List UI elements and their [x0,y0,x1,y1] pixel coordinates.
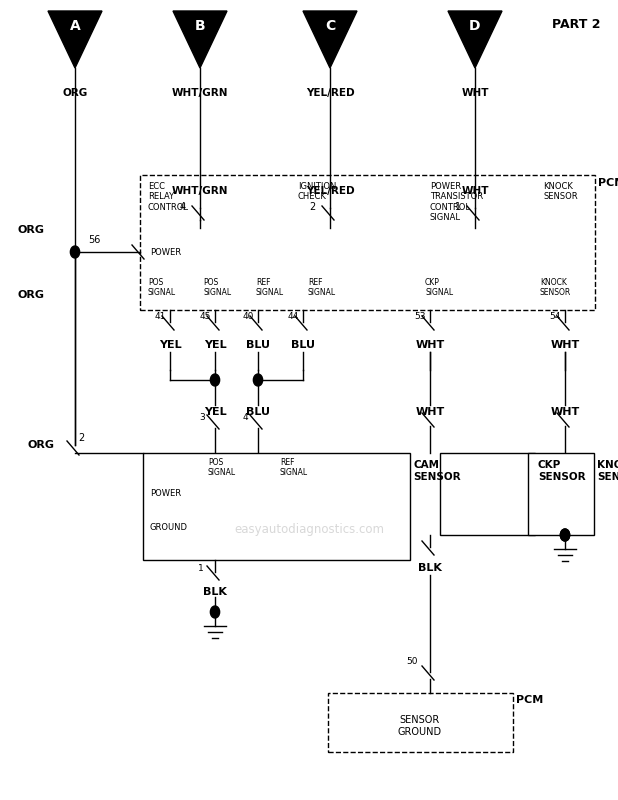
Text: D: D [469,19,481,33]
Text: 40: 40 [243,312,254,321]
Text: BLU: BLU [291,340,315,350]
Text: POWER: POWER [150,249,181,258]
Text: easyautodiagnostics.com: easyautodiagnostics.com [234,523,384,537]
Text: WHT: WHT [415,340,444,350]
Circle shape [253,374,263,386]
Text: BLU: BLU [246,407,270,417]
Text: 3: 3 [199,413,205,422]
Text: BLK: BLK [203,587,227,597]
Polygon shape [48,11,102,68]
Text: ECC
RELAY
CONTROL: ECC RELAY CONTROL [148,182,189,212]
Text: CKP
SIGNAL: CKP SIGNAL [425,278,453,298]
Text: BLK: BLK [418,563,442,573]
Text: POS
SIGNAL: POS SIGNAL [208,458,236,478]
Text: WHT/GRN: WHT/GRN [172,88,228,98]
Bar [440,453,535,535]
Text: POWER: POWER [150,489,181,498]
Text: WHT/GRN: WHT/GRN [172,186,228,196]
Text: 2: 2 [78,433,84,443]
Text: REF
SIGNAL: REF SIGNAL [280,458,308,478]
Text: KNOCK
SENSOR: KNOCK SENSOR [540,278,571,298]
Circle shape [210,606,219,618]
Text: C: C [325,19,335,33]
Text: YEL: YEL [204,407,226,417]
Text: WHT: WHT [461,88,489,98]
Text: ORG: ORG [62,88,88,98]
Text: B: B [195,19,205,33]
Text: ORG: ORG [28,440,55,450]
Text: WHT: WHT [551,407,580,417]
Text: PCM: PCM [598,178,618,188]
Text: 53: 53 [415,312,426,321]
Text: PCM: PCM [516,695,543,705]
Text: WHT: WHT [461,186,489,196]
Circle shape [70,246,80,258]
Polygon shape [448,11,502,68]
Text: ORG: ORG [18,225,45,235]
Polygon shape [303,11,357,68]
Text: 56: 56 [88,235,100,245]
Circle shape [561,529,570,541]
Text: GROUND: GROUND [150,523,188,533]
Text: 1: 1 [455,202,461,212]
Text: REF
SIGNAL: REF SIGNAL [308,278,336,298]
Text: IGNITION
CHECK: IGNITION CHECK [298,182,336,202]
Text: WHT: WHT [415,407,444,417]
Circle shape [210,374,219,386]
Text: BLU: BLU [246,340,270,350]
Text: 50: 50 [407,658,418,666]
Text: 41: 41 [154,312,166,321]
Text: POS
SIGNAL: POS SIGNAL [148,278,176,298]
Text: PART 2: PART 2 [551,18,600,31]
Text: CKP
SENSOR: CKP SENSOR [538,460,586,482]
Text: 2: 2 [310,202,316,212]
Text: 4: 4 [242,413,248,422]
Text: 1: 1 [198,564,204,573]
Text: YEL/RED: YEL/RED [306,186,354,196]
Bar [328,693,513,752]
Text: WHT: WHT [551,340,580,350]
Text: KNOCK
SENSOR: KNOCK SENSOR [543,182,578,202]
Text: 54: 54 [549,312,561,321]
Text: YEL: YEL [204,340,226,350]
Text: POS
SIGNAL: POS SIGNAL [203,278,231,298]
Text: YEL/RED: YEL/RED [306,88,354,98]
Text: REF
SIGNAL: REF SIGNAL [256,278,284,298]
Text: SENSOR
GROUND: SENSOR GROUND [398,715,442,737]
Bar [528,453,594,535]
Text: KNOCK
SENSOR: KNOCK SENSOR [597,460,618,482]
Text: YEL: YEL [159,340,181,350]
Text: 4: 4 [180,202,186,212]
Polygon shape [173,11,227,68]
Text: CAM
SENSOR: CAM SENSOR [413,460,460,482]
Text: A: A [70,19,80,33]
Circle shape [561,529,570,541]
Bar [140,175,595,310]
Bar [143,453,410,560]
Text: 45: 45 [200,312,211,321]
Text: ORG: ORG [18,290,45,300]
Text: 44: 44 [288,312,299,321]
Text: POWER
TRANSISTOR
CONTROL
SIGNAL: POWER TRANSISTOR CONTROL SIGNAL [430,182,483,222]
